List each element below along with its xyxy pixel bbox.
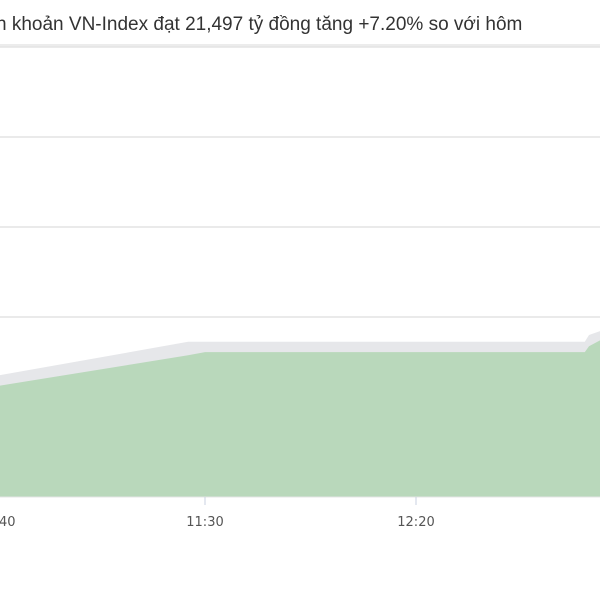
x-tick-label: 12:20 bbox=[397, 515, 434, 530]
x-tick-label: 40 bbox=[0, 515, 16, 530]
area-series-1 bbox=[0, 340, 600, 497]
x-tick-label: 11:30 bbox=[186, 515, 223, 530]
chart-title: n khoản VN-Index đạt 21,497 tỷ đồng tăng… bbox=[0, 14, 523, 35]
title-divider bbox=[0, 44, 600, 47]
